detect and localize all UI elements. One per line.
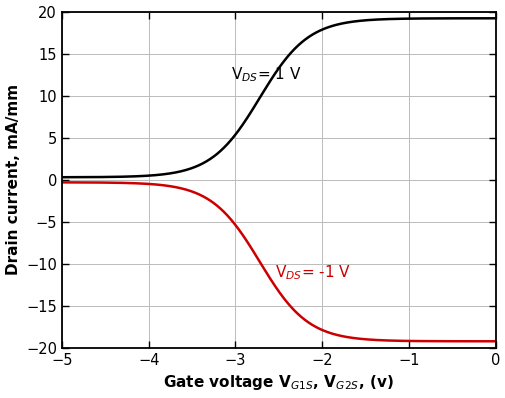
Text: V$_{DS}$= -1 V: V$_{DS}$= -1 V (274, 263, 350, 282)
X-axis label: Gate voltage V$_{G1S}$, V$_{G2S}$, (v): Gate voltage V$_{G1S}$, V$_{G2S}$, (v) (163, 373, 393, 392)
Y-axis label: Drain current, mA/mm: Drain current, mA/mm (6, 84, 21, 275)
Text: V$_{DS}$= 1 V: V$_{DS}$= 1 V (231, 65, 301, 84)
